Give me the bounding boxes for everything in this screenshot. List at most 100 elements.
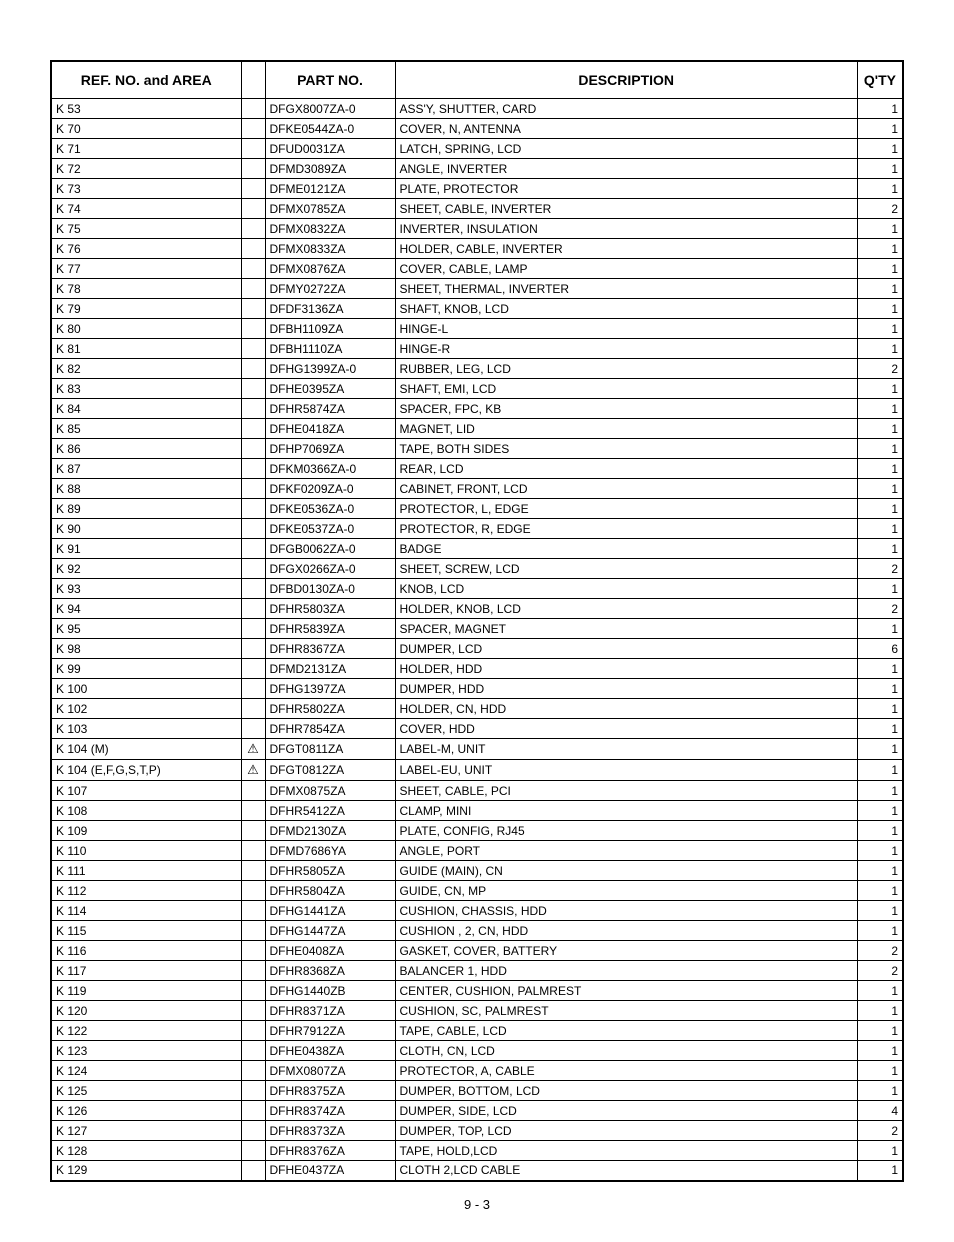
desc-cell: PLATE, PROTECTOR (395, 179, 857, 199)
desc-cell: CLOTH, CN, LCD (395, 1041, 857, 1061)
desc-cell: CUSHION, CHASSIS, HDD (395, 901, 857, 921)
warning-icon (241, 299, 265, 319)
warning-icon (241, 1141, 265, 1161)
table-row: K 116DFHE0408ZAGASKET, COVER, BATTERY2 (51, 941, 903, 961)
qty-cell: 1 (857, 179, 903, 199)
qty-cell: 1 (857, 539, 903, 559)
table-row: K 120DFHR8371ZACUSHION, SC, PALMREST1 (51, 1001, 903, 1021)
part-cell: DFGT0811ZA (265, 739, 395, 760)
warning-icon (241, 1081, 265, 1101)
table-row: K 127DFHR8373ZADUMPER, TOP, LCD2 (51, 1121, 903, 1141)
ref-cell: K 110 (51, 841, 241, 861)
warning-icon: ⚠ (241, 739, 265, 760)
table-row: K 70DFKE0544ZA-0COVER, N, ANTENNA1 (51, 119, 903, 139)
part-cell: DFMX0833ZA (265, 239, 395, 259)
ref-cell: K 80 (51, 319, 241, 339)
ref-cell: K 79 (51, 299, 241, 319)
warning-icon (241, 439, 265, 459)
desc-cell: KNOB, LCD (395, 579, 857, 599)
desc-cell: LABEL-EU, UNIT (395, 760, 857, 781)
ref-cell: K 102 (51, 699, 241, 719)
part-cell: DFHR7912ZA (265, 1021, 395, 1041)
qty-cell: 2 (857, 199, 903, 219)
qty-cell: 1 (857, 699, 903, 719)
table-row: K 103DFHR7854ZACOVER, HDD1 (51, 719, 903, 739)
ref-cell: K 124 (51, 1061, 241, 1081)
table-row: K 128DFHR8376ZATAPE, HOLD,LCD1 (51, 1141, 903, 1161)
warning-icon (241, 379, 265, 399)
qty-cell: 1 (857, 579, 903, 599)
header-qty: Q'TY (857, 61, 903, 99)
table-row: K 81DFBH1110ZAHINGE-R1 (51, 339, 903, 359)
desc-cell: COVER, CABLE, LAMP (395, 259, 857, 279)
warning-icon: ⚠ (241, 760, 265, 781)
part-cell: DFHR5412ZA (265, 801, 395, 821)
desc-cell: TAPE, HOLD,LCD (395, 1141, 857, 1161)
desc-cell: CENTER, CUSHION, PALMREST (395, 981, 857, 1001)
table-row: K 117DFHR8368ZABALANCER 1, HDD2 (51, 961, 903, 981)
table-row: K 104 (E,F,G,S,T,P)⚠DFGT0812ZALABEL-EU, … (51, 760, 903, 781)
qty-cell: 1 (857, 821, 903, 841)
qty-cell: 1 (857, 1061, 903, 1081)
warning-icon (241, 219, 265, 239)
qty-cell: 1 (857, 259, 903, 279)
ref-cell: K 77 (51, 259, 241, 279)
warning-icon (241, 1061, 265, 1081)
qty-cell: 1 (857, 981, 903, 1001)
part-cell: DFGX0266ZA-0 (265, 559, 395, 579)
table-row: K 124DFMX0807ZAPROTECTOR, A, CABLE1 (51, 1061, 903, 1081)
ref-cell: K 90 (51, 519, 241, 539)
qty-cell: 1 (857, 399, 903, 419)
qty-cell: 1 (857, 239, 903, 259)
table-row: K 98DFHR8367ZADUMPER, LCD6 (51, 639, 903, 659)
part-cell: DFHG1447ZA (265, 921, 395, 941)
table-row: K 119DFHG1440ZBCENTER, CUSHION, PALMREST… (51, 981, 903, 1001)
part-cell: DFMX0807ZA (265, 1061, 395, 1081)
table-row: K 85DFHE0418ZAMAGNET, LID1 (51, 419, 903, 439)
qty-cell: 1 (857, 319, 903, 339)
qty-cell: 1 (857, 719, 903, 739)
ref-cell: K 84 (51, 399, 241, 419)
desc-cell: DUMPER, BOTTOM, LCD (395, 1081, 857, 1101)
part-cell: DFHR7854ZA (265, 719, 395, 739)
desc-cell: SHEET, CABLE, PCI (395, 781, 857, 801)
qty-cell: 1 (857, 1161, 903, 1181)
part-cell: DFMD7686YA (265, 841, 395, 861)
part-cell: DFMX0785ZA (265, 199, 395, 219)
qty-cell: 1 (857, 1021, 903, 1041)
part-cell: DFMX0832ZA (265, 219, 395, 239)
part-cell: DFHR8374ZA (265, 1101, 395, 1121)
desc-cell: MAGNET, LID (395, 419, 857, 439)
desc-cell: HOLDER, HDD (395, 659, 857, 679)
desc-cell: BALANCER 1, HDD (395, 961, 857, 981)
part-cell: DFMX0875ZA (265, 781, 395, 801)
ref-cell: K 104 (M) (51, 739, 241, 760)
desc-cell: HINGE-L (395, 319, 857, 339)
table-row: K 87DFKM0366ZA-0REAR, LCD1 (51, 459, 903, 479)
ref-cell: K 91 (51, 539, 241, 559)
part-cell: DFKM0366ZA-0 (265, 459, 395, 479)
part-cell: DFHR5802ZA (265, 699, 395, 719)
desc-cell: CLAMP, MINI (395, 801, 857, 821)
qty-cell: 1 (857, 881, 903, 901)
warning-icon (241, 941, 265, 961)
warning-icon (241, 119, 265, 139)
qty-cell: 2 (857, 359, 903, 379)
ref-cell: K 100 (51, 679, 241, 699)
table-row: K 72DFMD3089ZAANGLE, INVERTER1 (51, 159, 903, 179)
desc-cell: HINGE-R (395, 339, 857, 359)
desc-cell: CUSHION, SC, PALMREST (395, 1001, 857, 1021)
warning-icon (241, 239, 265, 259)
desc-cell: INVERTER, INSULATION (395, 219, 857, 239)
qty-cell: 1 (857, 1001, 903, 1021)
table-row: K 107DFMX0875ZASHEET, CABLE, PCI1 (51, 781, 903, 801)
part-cell: DFDF3136ZA (265, 299, 395, 319)
part-cell: DFGX8007ZA-0 (265, 99, 395, 119)
desc-cell: SHAFT, KNOB, LCD (395, 299, 857, 319)
desc-cell: GUIDE, CN, MP (395, 881, 857, 901)
qty-cell: 1 (857, 801, 903, 821)
warning-icon (241, 719, 265, 739)
table-header: REF. NO. and AREA PART NO. DESCRIPTION Q… (51, 61, 903, 99)
ref-cell: K 128 (51, 1141, 241, 1161)
ref-cell: K 103 (51, 719, 241, 739)
